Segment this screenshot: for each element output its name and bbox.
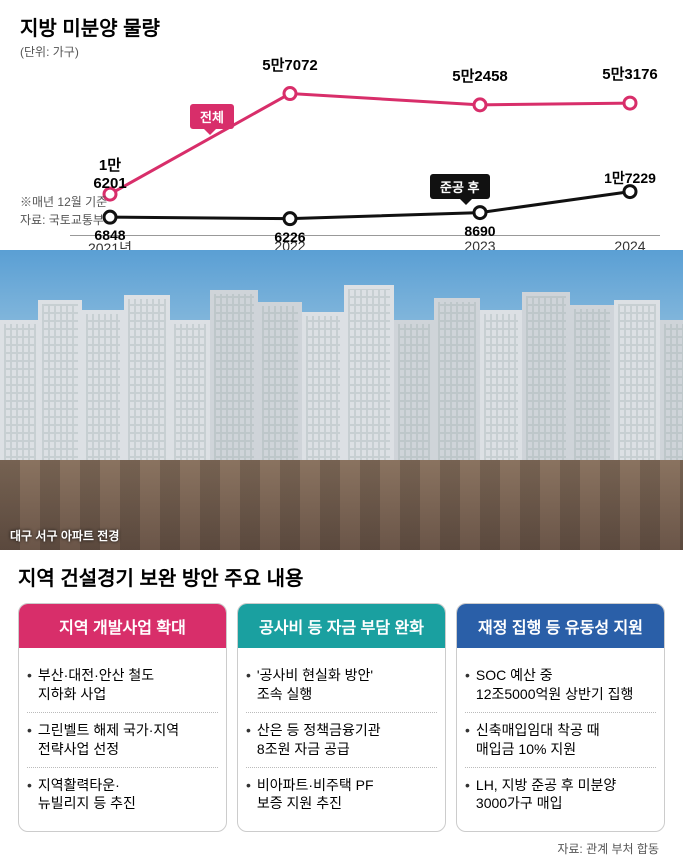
column-header: 재정 집행 등 유동성 지원 (457, 604, 664, 648)
table-title: 지역 건설경기 보완 방안 주요 내용 (18, 562, 665, 591)
item-text: 신축매입임대 착공 때매입금 10% 지원 (476, 721, 600, 759)
column-body: •'공사비 현실화 방안'조속 실행•산은 등 정책금융기관8조원 자금 공급•… (238, 648, 445, 831)
list-item: •비아파트·비주택 PF보증 지원 추진 (246, 768, 437, 822)
list-item: •그린벨트 해제 국가·지역전략사업 선정 (27, 713, 218, 768)
unsold-chart: 지방 미분양 물량 (단위: 가구) 2021년2022202320241만62… (0, 0, 683, 250)
column-body: •부산·대전·안산 철도지하화 사업•그린벨트 해제 국가·지역전략사업 선정•… (19, 648, 226, 831)
bullet-icon: • (246, 776, 251, 814)
item-text: 그린벨트 해제 국가·지역전략사업 선정 (38, 721, 179, 759)
item-text: 산은 등 정책금융기관8조원 자금 공급 (257, 721, 381, 759)
data-label: 5만3176 (602, 63, 658, 84)
list-item: •산은 등 정책금융기관8조원 자금 공급 (246, 713, 437, 768)
chart-title: 지방 미분양 물량 (20, 12, 663, 41)
list-item: •신축매입임대 착공 때매입금 10% 지원 (465, 713, 656, 768)
bullet-icon: • (246, 721, 251, 759)
item-text: 비아파트·비주택 PF보증 지원 추진 (257, 776, 374, 814)
building (394, 320, 434, 470)
building (614, 300, 660, 470)
table-columns: 지역 개발사업 확대•부산·대전·안산 철도지하화 사업•그린벨트 해제 국가·… (18, 603, 665, 832)
item-text: '공사비 현실화 방안'조속 실행 (257, 666, 373, 704)
building (434, 298, 480, 470)
series-badge-completed: 준공 후 (430, 174, 490, 199)
bullet-icon: • (246, 666, 251, 704)
building (660, 320, 683, 470)
item-text: LH, 지방 준공 후 미분양3000가구 매입 (476, 776, 616, 814)
series-badge-total: 전체 (190, 104, 234, 129)
column-header: 지역 개발사업 확대 (19, 604, 226, 648)
chart-source: 자료: 국토교통부 (20, 211, 104, 228)
x-axis (70, 235, 660, 236)
building (302, 312, 344, 470)
item-text: 부산·대전·안산 철도지하화 사업 (38, 666, 154, 704)
building (124, 295, 170, 470)
bullet-icon: • (465, 666, 470, 704)
building (210, 290, 258, 470)
list-item: •LH, 지방 준공 후 미분양3000가구 매입 (465, 768, 656, 822)
bullet-icon: • (27, 666, 32, 704)
table-source: 자료: 관계 부처 합동 (18, 840, 665, 857)
table-column: 공사비 등 자금 부담 완화•'공사비 현실화 방안'조속 실행•산은 등 정책… (237, 603, 446, 832)
data-label: 1만6201 (93, 154, 126, 192)
data-label: 6848 (94, 227, 125, 243)
column-body: •SOC 예산 중12조5000억원 상반기 집행•신축매입임대 착공 때매입금… (457, 648, 664, 831)
data-label: 5만2458 (452, 65, 508, 86)
list-item: •지역활력타운·뉴빌리지 등 추진 (27, 768, 218, 822)
table-column: 재정 집행 등 유동성 지원•SOC 예산 중12조5000억원 상반기 집행•… (456, 603, 665, 832)
building (480, 310, 522, 470)
item-text: 지역활력타운·뉴빌리지 등 추진 (38, 776, 136, 814)
list-item: •부산·대전·안산 철도지하화 사업 (27, 658, 218, 713)
photo-apartments: 대구 서구 아파트 전경 (0, 250, 683, 550)
column-header: 공사비 등 자금 부담 완화 (238, 604, 445, 648)
list-item: •'공사비 현실화 방안'조속 실행 (246, 658, 437, 713)
building (38, 300, 82, 470)
building (344, 285, 394, 470)
building (570, 305, 614, 470)
chart-note: ※매년 12월 기준 (20, 193, 107, 210)
chart-plot: 2021년2022202320241만62015만70725만24585만317… (20, 64, 660, 254)
bullet-icon: • (465, 721, 470, 759)
data-label: 6226 (274, 229, 305, 245)
data-label: 1만7229 (604, 168, 656, 188)
data-label: 8690 (464, 223, 495, 239)
bullet-icon: • (27, 776, 32, 814)
policy-table: 지역 건설경기 보완 방안 주요 내용 지역 개발사업 확대•부산·대전·안산 … (0, 550, 683, 867)
building (0, 320, 40, 470)
building (170, 320, 210, 470)
photo-caption: 대구 서구 아파트 전경 (10, 527, 119, 544)
item-text: SOC 예산 중12조5000억원 상반기 집행 (476, 666, 634, 704)
table-column: 지역 개발사업 확대•부산·대전·안산 철도지하화 사업•그린벨트 해제 국가·… (18, 603, 227, 832)
bullet-icon: • (465, 776, 470, 814)
bullet-icon: • (27, 721, 32, 759)
list-item: •SOC 예산 중12조5000억원 상반기 집행 (465, 658, 656, 713)
building (522, 292, 570, 470)
chart-unit: (단위: 가구) (20, 43, 663, 60)
building (82, 310, 124, 470)
building (258, 302, 302, 470)
data-label: 5만7072 (262, 54, 318, 75)
